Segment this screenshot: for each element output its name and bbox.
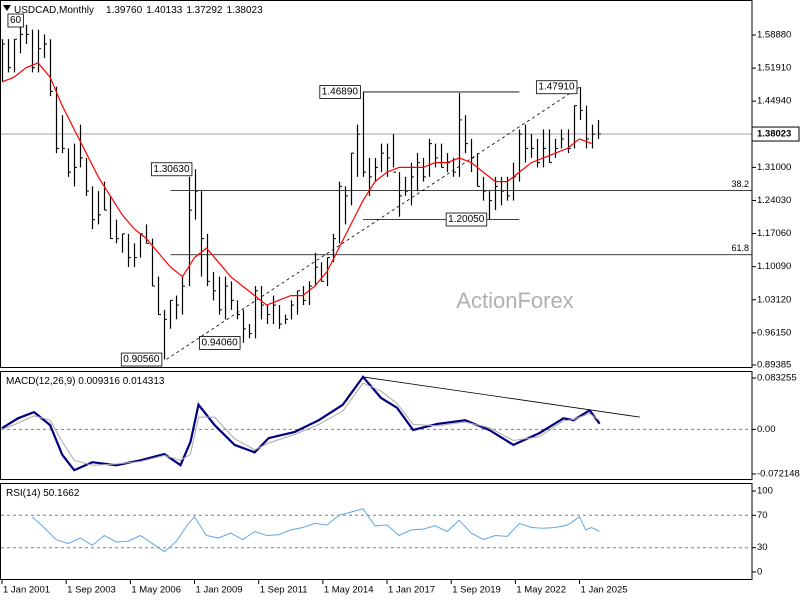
quote-value: 1.39760 (106, 5, 143, 16)
panel-title: USDCAD,Monthly 1.39760 1.40133 1.37292 1.380… (14, 5, 263, 16)
annotation-box (7, 13, 24, 28)
y-tick-label: 100 (757, 486, 773, 497)
y-tick-label: 0 (757, 566, 762, 577)
y-tick-label: 1.31000 (757, 162, 791, 173)
y-tick-label: -0.072148 (757, 468, 800, 479)
x-tick-label: 1 May 2006 (131, 585, 181, 596)
x-tick-label: 1 Sep 2019 (452, 585, 501, 596)
x-tick-label: 1 May 2022 (516, 585, 566, 596)
x-tick-label: 1 Jan 2009 (196, 585, 243, 596)
title: USDCAD,Monthly (14, 5, 94, 16)
panel-frame (0, 371, 753, 480)
annotation-box (150, 162, 193, 177)
quote-value: 1.37292 (186, 5, 223, 16)
fib-label: 38.2 (731, 179, 749, 189)
y-tick-label: 0.00 (757, 424, 776, 435)
fib-label: 61.8 (731, 243, 749, 253)
y-tick-label: 1.03120 (757, 294, 791, 305)
annotation-label: 1.30630 (153, 164, 190, 175)
y-tick-label: 1.24030 (757, 195, 791, 206)
x-tick-label: 1 Jan 2017 (388, 585, 435, 596)
x-tick-label: 1 Jan 2001 (3, 585, 50, 596)
last-price-box (751, 126, 800, 142)
y-tick-label: 0.083255 (757, 373, 797, 384)
x-tick-label: 1 May 2014 (324, 585, 374, 596)
annotation-box (319, 85, 361, 99)
watermark: ActionForex (456, 288, 573, 313)
x-tick-label: 1 Jan 2025 (581, 585, 628, 596)
y-tick-label: 1.58880 (757, 30, 791, 41)
annotation-box (535, 80, 578, 95)
annotation-label: 60 (10, 15, 22, 26)
indicator-line (1, 382, 600, 466)
trend-line (166, 86, 580, 360)
moving-average (1, 62, 592, 306)
indicator-line (31, 508, 600, 553)
annotation-label: 0.90560 (123, 354, 160, 365)
panel: 100 70 30 0 RSI(14) 50.1662 1 Jan 2001 1 Sep 2… (0, 483, 773, 596)
quote-value: 1.38023 (227, 5, 264, 16)
annotation-label: 1.46890 (322, 87, 359, 98)
annotation-label: 0.94060 (201, 337, 238, 348)
indicator-line (1, 375, 601, 472)
annotation-box (199, 336, 241, 350)
trend-line (362, 376, 640, 418)
y-tick-label: 1.10090 (757, 261, 791, 272)
quote-value: 1.40133 (146, 5, 183, 16)
y-tick-label: 70 (757, 510, 768, 521)
panel: ActionForex 1.58880 1.51910 1.44940 1.31000 1… (0, 0, 800, 371)
panel: 0.083255 0.00 -0.072148 MACD(12,26,9) 0.009… (0, 371, 800, 480)
last-price-label: 1.38023 (757, 129, 791, 140)
y-tick-label: 0.89385 (757, 360, 791, 371)
panel-frame (0, 0, 753, 368)
y-tick-label: 1.44940 (757, 96, 791, 107)
panel-frame (0, 483, 753, 580)
panel-title: MACD(12,26,9) 0.009316 0.014313 (6, 376, 165, 387)
annotation-box (120, 352, 163, 367)
annotation-label: 1.20050 (448, 214, 485, 225)
x-tick-label: 1 Sep 2011 (260, 585, 308, 596)
y-tick-label: 1.51910 (757, 63, 791, 74)
y-tick-label: 30 (757, 542, 768, 553)
menu-triangle (3, 5, 11, 11)
title: MACD(12,26,9) 0.009316 0.014313 (6, 376, 165, 387)
panel-title: RSI(14) 50.1662 (6, 488, 80, 499)
y-tick-label: 0.96150 (757, 327, 791, 338)
y-tick-label: 1.17060 (757, 228, 791, 239)
title: RSI(14) 50.1662 (6, 488, 80, 499)
annotation-label: 1.47910 (538, 82, 575, 93)
annotation-box (445, 212, 488, 227)
x-tick-label: 1 Sep 2003 (67, 585, 116, 596)
